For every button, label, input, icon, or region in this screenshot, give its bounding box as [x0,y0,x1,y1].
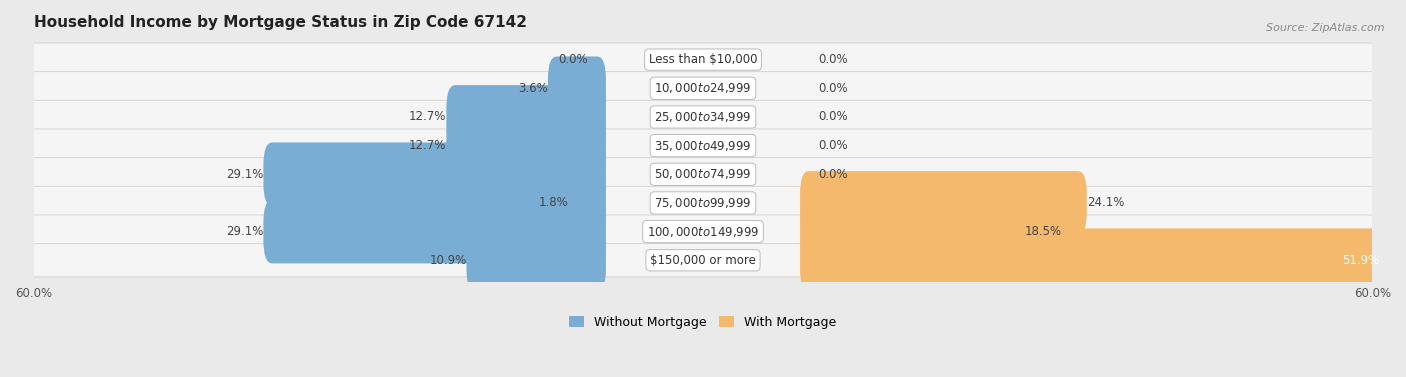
Text: $25,000 to $34,999: $25,000 to $34,999 [654,110,752,124]
Text: 12.7%: 12.7% [409,110,446,123]
Text: Household Income by Mortgage Status in Zip Code 67142: Household Income by Mortgage Status in Z… [34,15,527,30]
FancyBboxPatch shape [800,171,1087,235]
Text: 24.1%: 24.1% [1087,196,1125,210]
FancyBboxPatch shape [467,228,606,292]
FancyBboxPatch shape [10,186,1396,219]
FancyBboxPatch shape [10,100,1396,133]
Legend: Without Mortgage, With Mortgage: Without Mortgage, With Mortgage [569,316,837,329]
Text: $50,000 to $74,999: $50,000 to $74,999 [654,167,752,181]
Text: $75,000 to $99,999: $75,000 to $99,999 [654,196,752,210]
FancyBboxPatch shape [10,158,1396,191]
FancyBboxPatch shape [800,200,1025,264]
Text: 29.1%: 29.1% [226,168,263,181]
Text: 29.1%: 29.1% [226,225,263,238]
Text: 10.9%: 10.9% [429,254,467,267]
Text: Source: ZipAtlas.com: Source: ZipAtlas.com [1267,23,1385,33]
Text: $100,000 to $149,999: $100,000 to $149,999 [647,225,759,239]
FancyBboxPatch shape [10,129,1396,162]
FancyBboxPatch shape [10,72,1396,105]
Text: 1.8%: 1.8% [538,196,568,210]
FancyBboxPatch shape [568,171,606,235]
Text: 51.9%: 51.9% [1341,254,1379,267]
Text: Less than $10,000: Less than $10,000 [648,53,758,66]
FancyBboxPatch shape [800,228,1398,292]
Text: $35,000 to $49,999: $35,000 to $49,999 [654,139,752,153]
FancyBboxPatch shape [10,43,1396,76]
FancyBboxPatch shape [10,215,1396,248]
Text: $150,000 or more: $150,000 or more [650,254,756,267]
Text: 12.7%: 12.7% [409,139,446,152]
FancyBboxPatch shape [548,57,606,120]
Text: 3.6%: 3.6% [519,82,548,95]
FancyBboxPatch shape [446,114,606,178]
FancyBboxPatch shape [446,85,606,149]
Text: 0.0%: 0.0% [818,168,848,181]
FancyBboxPatch shape [10,244,1396,277]
FancyBboxPatch shape [263,143,606,206]
Text: 0.0%: 0.0% [558,53,588,66]
FancyBboxPatch shape [263,200,606,264]
Text: 18.5%: 18.5% [1025,225,1062,238]
Text: 0.0%: 0.0% [818,82,848,95]
Text: 0.0%: 0.0% [818,139,848,152]
Text: 0.0%: 0.0% [818,53,848,66]
Text: $10,000 to $24,999: $10,000 to $24,999 [654,81,752,95]
Text: 0.0%: 0.0% [818,110,848,123]
